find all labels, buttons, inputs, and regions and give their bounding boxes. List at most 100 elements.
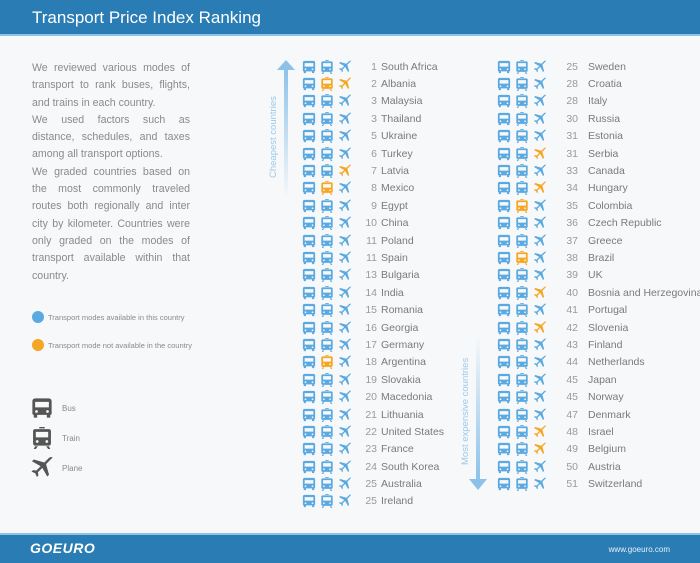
country-name: Japan <box>588 373 617 386</box>
train-icon <box>514 389 530 405</box>
bus-icon <box>496 267 512 283</box>
table-row: 13 Bulgaria <box>301 267 444 284</box>
country-name: Czech Republic <box>588 217 662 230</box>
rank-number: 48 <box>566 425 578 438</box>
rank-number: 33 <box>566 165 578 178</box>
table-row: 50 Austria <box>496 458 700 475</box>
train-icon <box>319 302 335 318</box>
bus-icon <box>496 476 512 492</box>
table-row: 6 Turkey <box>301 145 444 162</box>
train-icon <box>319 215 335 231</box>
train-icon <box>319 459 335 475</box>
table-row: 40 Bosnia and Herzegovina <box>496 284 700 301</box>
mode-legend: Bus Train Plane <box>30 393 82 483</box>
country-name: South Korea <box>381 460 440 473</box>
legend-unavailable: Transport mode not available in the coun… <box>32 338 192 352</box>
plane-icon <box>337 76 353 92</box>
bus-icon <box>496 320 512 336</box>
mode-train: Train <box>30 423 82 453</box>
bus-icon <box>496 76 512 92</box>
plane-icon <box>337 59 353 75</box>
table-row: 16 Georgia <box>301 319 444 336</box>
table-row: 51 Switzerland <box>496 475 700 492</box>
cheapest-arrow: Cheapest countries <box>268 60 298 200</box>
rank-number: 3 <box>371 112 377 125</box>
rank-number: 5 <box>371 130 377 143</box>
country-name: Macedonia <box>381 391 433 404</box>
plane-icon <box>532 180 548 196</box>
table-row: 38 Brazil <box>496 249 700 266</box>
train-icon <box>319 337 335 353</box>
footer-url[interactable]: www.goeuro.com <box>608 545 670 554</box>
bus-icon <box>496 180 512 196</box>
country-name: China <box>381 217 409 230</box>
plane-icon <box>532 215 548 231</box>
rank-number: 14 <box>365 286 377 299</box>
rank-number: 17 <box>365 338 377 351</box>
plane-icon <box>337 337 353 353</box>
table-row: 14 India <box>301 284 444 301</box>
train-icon <box>514 459 530 475</box>
plane-icon <box>532 111 548 127</box>
bus-icon <box>301 267 317 283</box>
bus-icon <box>301 233 317 249</box>
plane-icon <box>532 441 548 457</box>
rank-number: 16 <box>365 321 377 334</box>
train-icon <box>319 372 335 388</box>
plane-icon <box>337 215 353 231</box>
country-name: Mexico <box>381 182 415 195</box>
train-icon <box>514 424 530 440</box>
plane-icon <box>532 302 548 318</box>
bus-icon <box>496 128 512 144</box>
table-row: 41 Portugal <box>496 301 700 318</box>
table-row: 37 Greece <box>496 232 700 249</box>
bus-icon <box>301 198 317 214</box>
train-icon <box>319 389 335 405</box>
plane-icon <box>532 59 548 75</box>
plane-icon <box>532 320 548 336</box>
train-icon <box>319 250 335 266</box>
bus-icon <box>301 111 317 127</box>
rank-number: 31 <box>566 147 578 160</box>
most-expensive-label: Most expensive countries <box>460 357 471 465</box>
table-row: 5 Ukraine <box>301 128 444 145</box>
table-row: 25 Sweden <box>496 58 700 75</box>
train-icon <box>514 76 530 92</box>
plane-icon <box>337 285 353 301</box>
rank-number: 25 <box>566 60 578 73</box>
rank-number: 31 <box>566 130 578 143</box>
country-name: UK <box>588 269 603 282</box>
table-row: 48 Israel <box>496 423 700 440</box>
table-row: 33 Canada <box>496 162 700 179</box>
rank-number: 18 <box>365 356 377 369</box>
plane-icon <box>337 389 353 405</box>
orange-dot-icon <box>32 339 44 351</box>
table-row: 19 Slovakia <box>301 371 444 388</box>
rank-number: 19 <box>365 373 377 386</box>
bus-icon <box>496 407 512 423</box>
table-row: 43 Finland <box>496 336 700 353</box>
table-row: 24 South Korea <box>301 458 444 475</box>
country-name: Austria <box>588 460 621 473</box>
rank-number: 23 <box>365 443 377 456</box>
plane-icon <box>337 128 353 144</box>
country-name: Albania <box>381 78 417 91</box>
rank-number: 25 <box>365 478 377 491</box>
country-name: Slovakia <box>381 373 421 386</box>
rank-number: 28 <box>566 78 578 91</box>
train-icon <box>319 146 335 162</box>
mode-bus: Bus <box>30 393 82 423</box>
plane-icon <box>337 111 353 127</box>
plane-icon <box>337 180 353 196</box>
train-icon <box>319 441 335 457</box>
bus-icon <box>496 111 512 127</box>
page-title: Transport Price Index Ranking <box>32 8 261 27</box>
train-icon <box>514 198 530 214</box>
country-name: Ireland <box>381 495 414 508</box>
rank-number: 42 <box>566 321 578 334</box>
rank-number: 51 <box>566 478 578 491</box>
plane-icon <box>532 146 548 162</box>
plane-icon <box>337 250 353 266</box>
bus-icon <box>301 180 317 196</box>
train-icon <box>514 267 530 283</box>
